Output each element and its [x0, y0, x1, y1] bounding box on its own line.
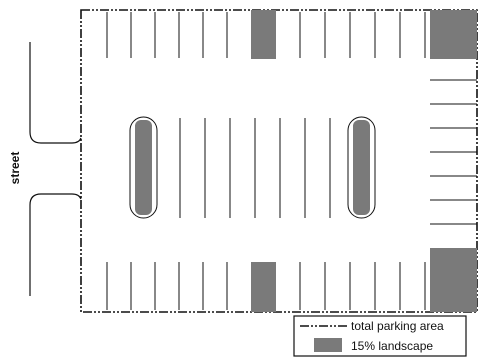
bottom-stall-lines — [106, 262, 426, 310]
center-island-left — [135, 120, 152, 215]
legend-landscape-swatch — [314, 338, 342, 352]
center-island-right — [353, 120, 370, 215]
top-stall-lines — [106, 12, 426, 58]
landscape-island-bottom — [251, 262, 276, 312]
legend-landscape-label: 15% landscape — [351, 339, 433, 353]
center-island-right-curb — [347, 116, 376, 219]
total-parking-area-boundary — [80, 9, 478, 313]
landscape-corner-bottom-right — [430, 248, 477, 312]
street-curb-upper — [29, 42, 82, 144]
center-island-left-curb — [129, 116, 158, 219]
middle-stall-lines — [179, 118, 331, 218]
street-label: street — [8, 152, 22, 185]
landscape-corner-top-right — [430, 10, 477, 59]
legend-box — [293, 315, 467, 357]
landscape-island-top — [251, 10, 276, 59]
legend-boundary-label: total parking area — [351, 319, 444, 333]
right-stall-lines — [430, 79, 477, 225]
street-curb-lower — [29, 193, 82, 296]
